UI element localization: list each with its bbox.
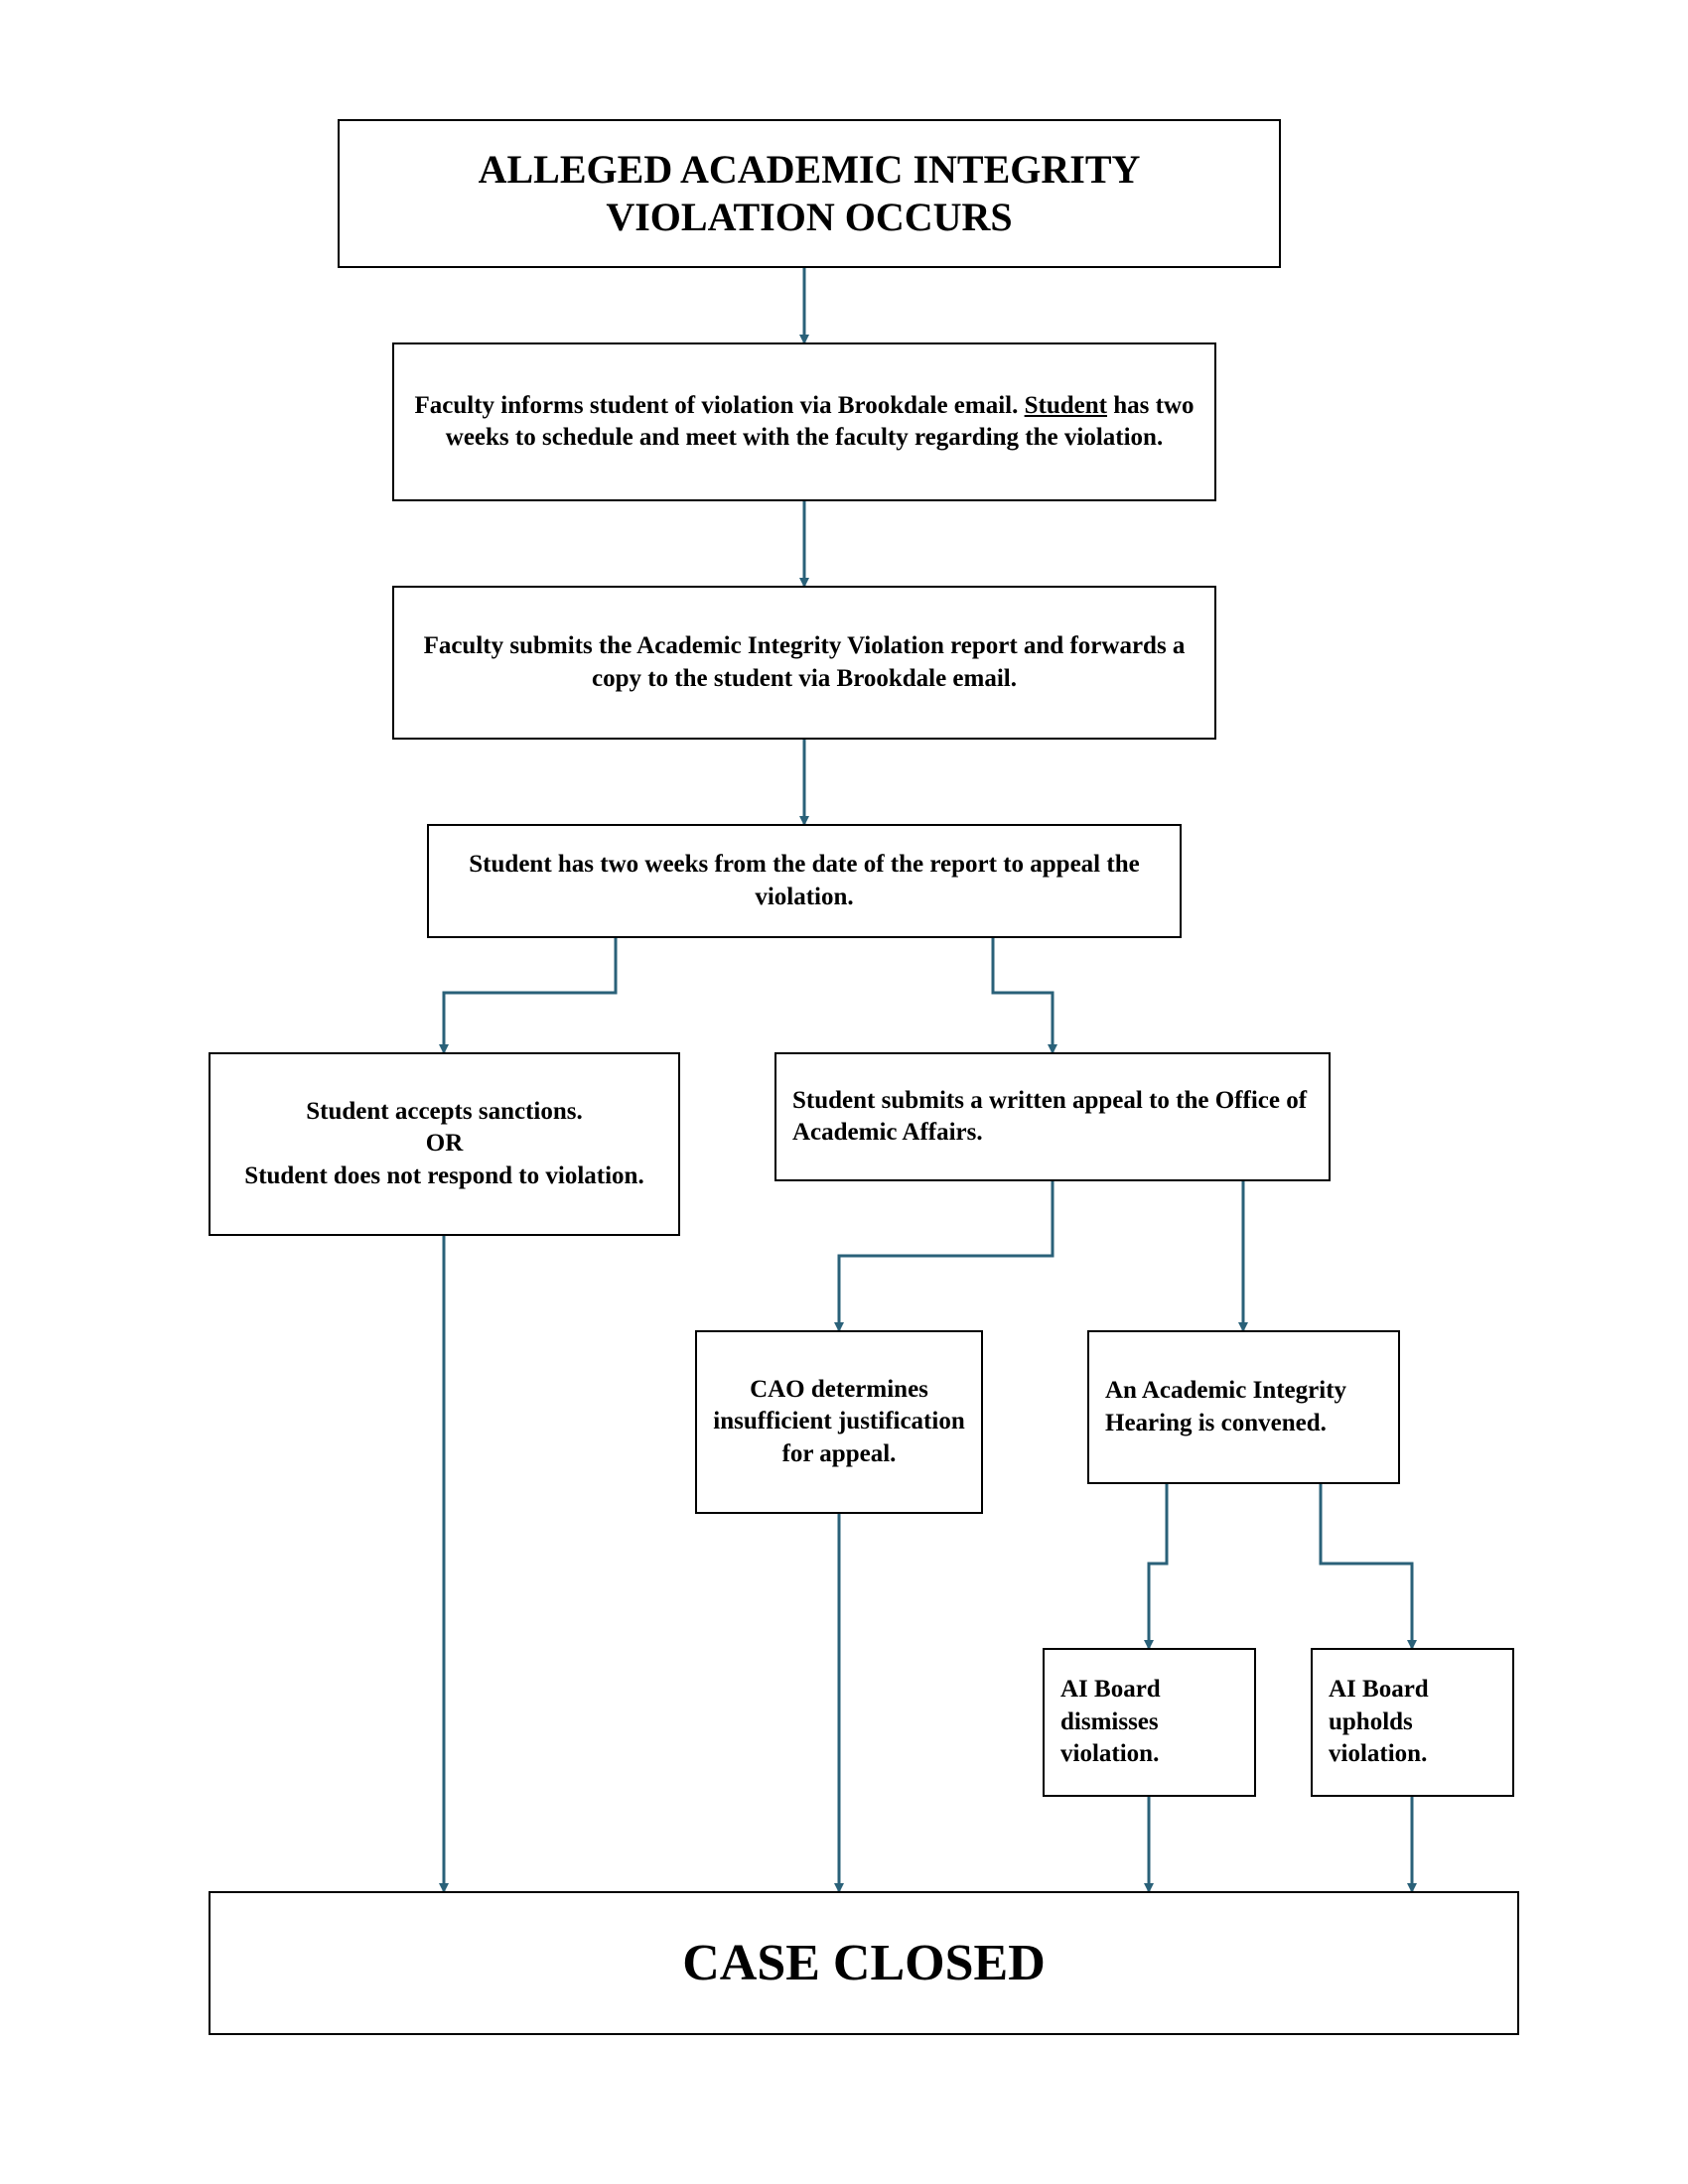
node-case-closed: CASE CLOSED [209, 1891, 1519, 2035]
faculty-submits-text: Faculty submits the Academic Integrity V… [410, 630, 1198, 695]
written-appeal-text: Student submits a written appeal to the … [792, 1085, 1313, 1150]
node-hearing-convened: An Academic Integrity Hearing is convene… [1087, 1330, 1400, 1484]
accepts-line3: Student does not respond to violation. [244, 1160, 643, 1193]
two-weeks-appeal-text: Student has two weeks from the date of t… [445, 849, 1164, 913]
faculty-informs-text: Faculty informs student of violation via… [410, 390, 1198, 455]
hearing-text: An Academic Integrity Hearing is convene… [1105, 1375, 1382, 1439]
upholds-text: AI Board upholds violation. [1329, 1674, 1496, 1771]
cao-text: CAO determines insufficient justificatio… [713, 1374, 965, 1471]
title-line2: VIOLATION OCCURS [606, 194, 1012, 241]
node-cao-determines: CAO determines insufficient justificatio… [695, 1330, 983, 1514]
node-board-dismisses: AI Board dismisses violation. [1043, 1648, 1256, 1797]
node-faculty-informs: Faculty informs student of violation via… [392, 342, 1216, 501]
accepts-line1: Student accepts sanctions. [306, 1096, 583, 1129]
dismisses-text: AI Board dismisses violation. [1060, 1674, 1238, 1771]
node-title: ALLEGED ACADEMIC INTEGRITY VIOLATION OCC… [338, 119, 1281, 268]
title-line1: ALLEGED ACADEMIC INTEGRITY [479, 146, 1141, 194]
faculty-informs-pre: Faculty informs student of violation via… [414, 392, 1024, 419]
node-two-weeks-appeal: Student has two weeks from the date of t… [427, 824, 1182, 938]
accepts-line2: OR [426, 1128, 464, 1160]
node-board-upholds: AI Board upholds violation. [1311, 1648, 1514, 1797]
node-faculty-submits: Faculty submits the Academic Integrity V… [392, 586, 1216, 740]
faculty-informs-underlined: Student [1025, 392, 1107, 419]
case-closed-text: CASE CLOSED [682, 1934, 1046, 1992]
node-accepts-sanctions: Student accepts sanctions. OR Student do… [209, 1052, 680, 1236]
node-written-appeal: Student submits a written appeal to the … [774, 1052, 1331, 1181]
